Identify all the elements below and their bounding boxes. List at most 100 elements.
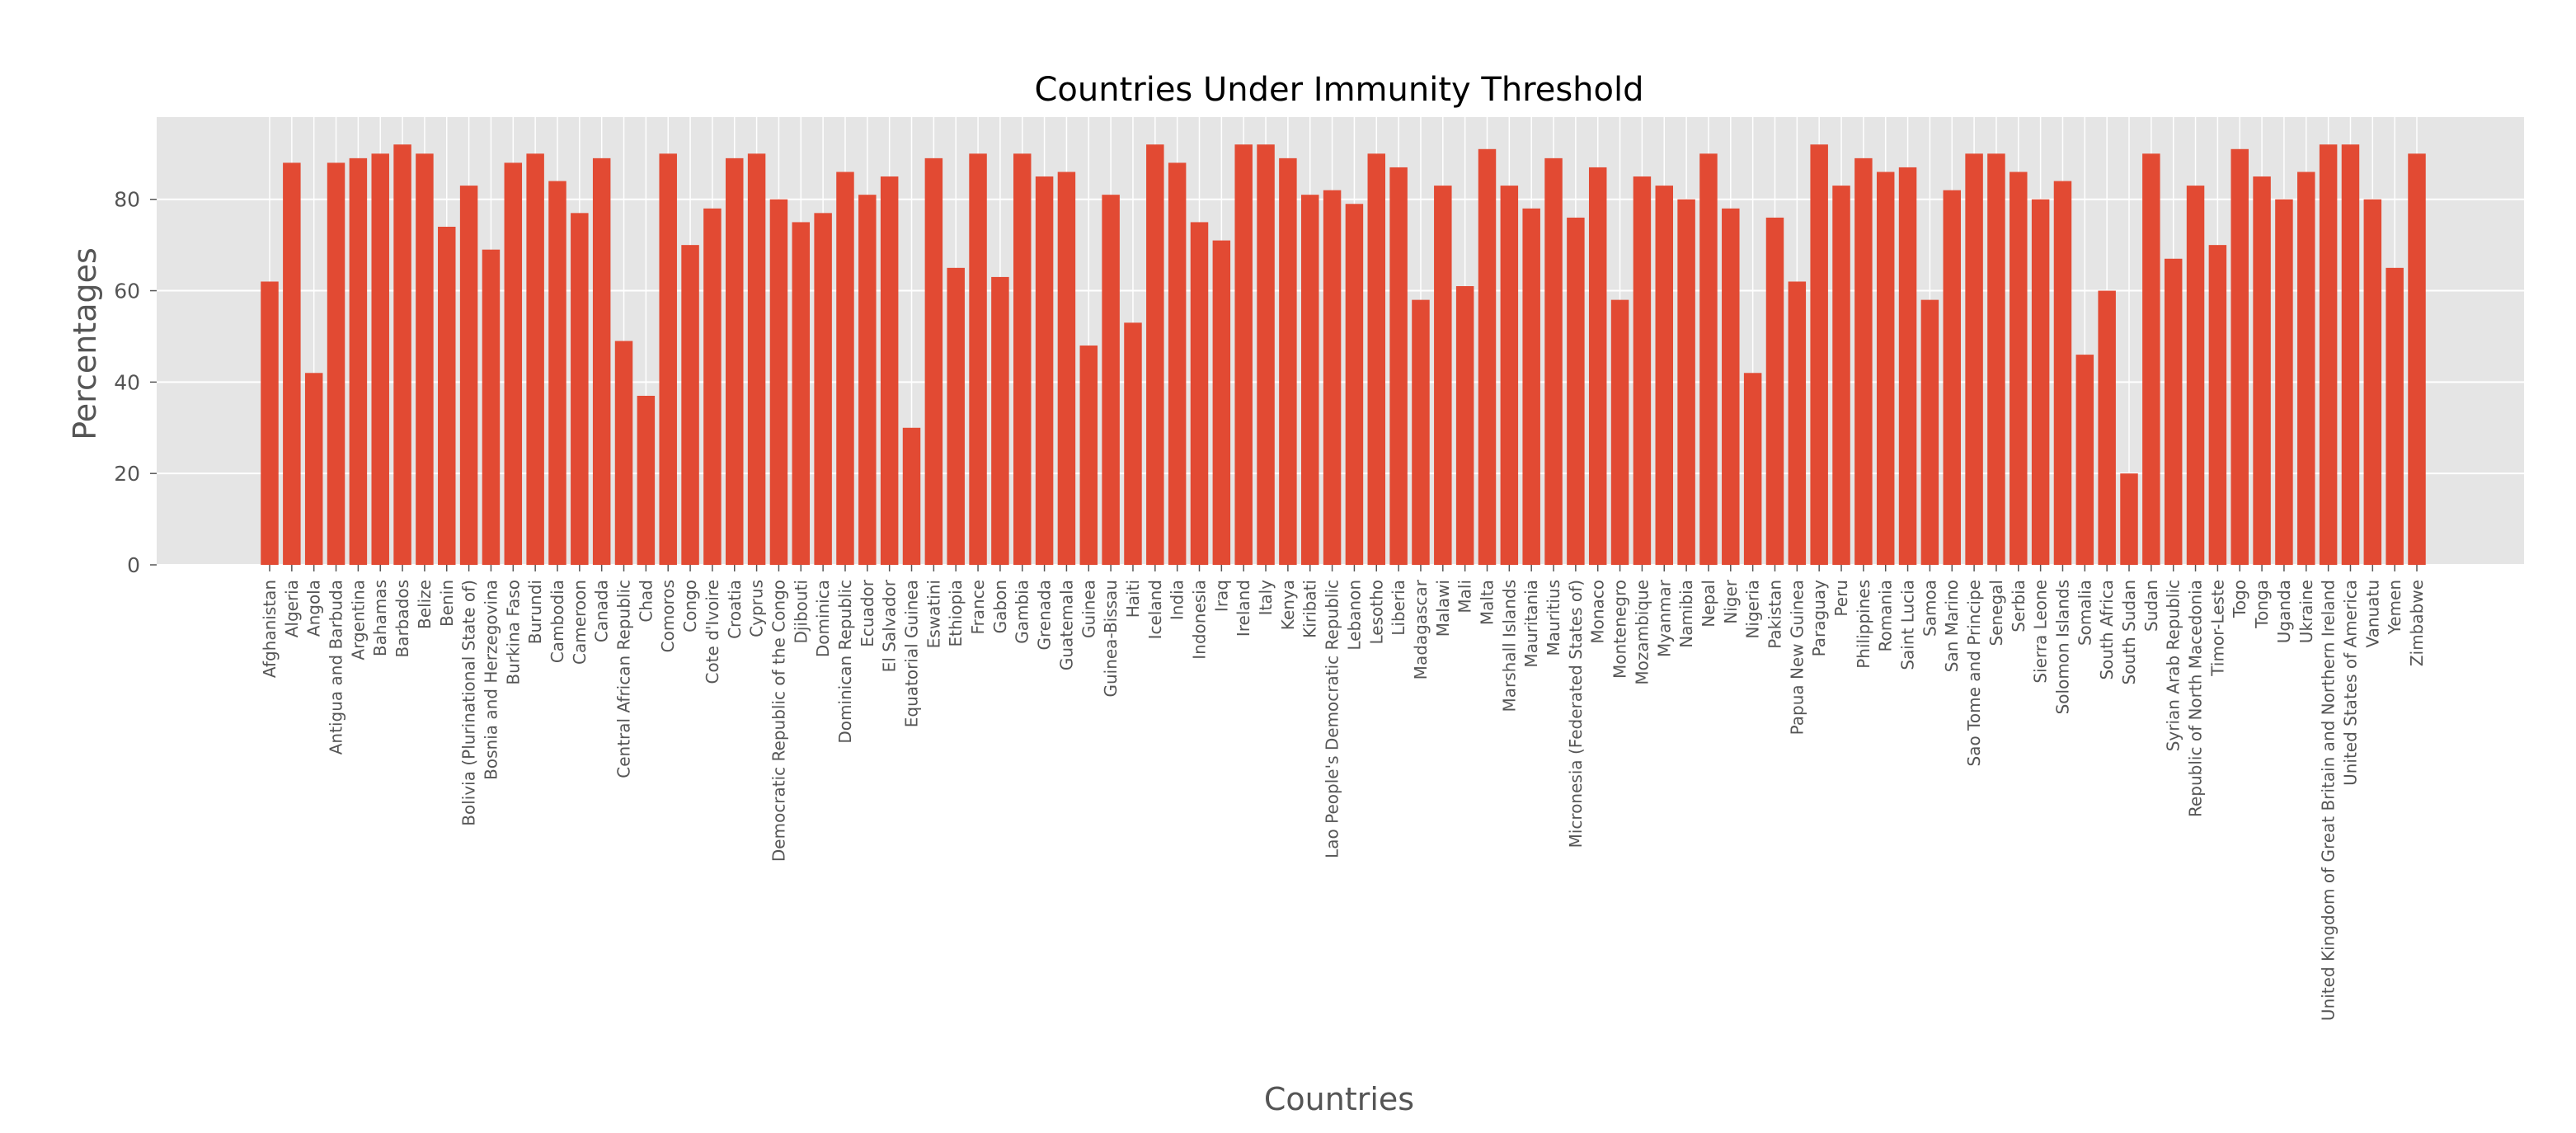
y-tick-label: 40 [114, 370, 140, 394]
bar [1876, 172, 1895, 565]
x-tick-label: Papua New Guinea [1787, 580, 1807, 735]
x-axis-label: Countries [1264, 1081, 1414, 1117]
bar [459, 186, 478, 565]
x-tick-label: San Marino [1942, 580, 1962, 672]
bar [1257, 144, 1275, 565]
x-tick-label: Lebanon [1344, 580, 1364, 651]
x-tick-label: El Salvador [880, 579, 900, 672]
bar [1765, 217, 1784, 565]
x-tick-label: Somalia [2075, 580, 2094, 646]
bar [1588, 167, 1607, 565]
bar [2408, 153, 2426, 565]
chart-title: Countries Under Immunity Threshold [1034, 71, 1643, 109]
x-tick-label: Marshall Islands [1499, 580, 1519, 712]
x-tick-label: Cote d'Ivoire [703, 580, 722, 684]
bar [592, 157, 611, 565]
bar [393, 144, 411, 565]
x-tick-label: Vanuatu [2362, 580, 2382, 648]
bar [2208, 245, 2227, 565]
x-tick-label: Kenya [1278, 580, 1298, 630]
x-tick-label: Sudan [2141, 580, 2161, 632]
x-tick-label: Uganda [2274, 580, 2294, 643]
x-tick-label: Dominica [813, 580, 833, 657]
bar [1567, 217, 1585, 565]
bar [614, 341, 633, 565]
y-tick-label: 20 [114, 462, 140, 486]
bar [1655, 186, 1673, 565]
bars [261, 144, 2426, 566]
x-tick-label: France [968, 580, 988, 635]
bar [1212, 240, 1231, 565]
bar [991, 276, 1009, 565]
x-tick-label: South Africa [2097, 580, 2117, 680]
x-tick-label: Gabon [990, 580, 1010, 633]
bar [1920, 299, 1939, 565]
bar [2120, 473, 2138, 565]
bar [371, 153, 389, 565]
bar [327, 162, 346, 566]
bar [1722, 208, 1740, 565]
bar [504, 162, 523, 566]
bar [769, 199, 788, 566]
y-axis: 0 20 40 60 80 [114, 188, 157, 577]
x-tick-label: Niger [1721, 579, 1741, 624]
bar [1234, 144, 1253, 565]
bar [2031, 199, 2050, 566]
bar [1146, 144, 1164, 565]
x-tick-label: Canada [592, 580, 612, 642]
bar [1832, 186, 1850, 565]
x-tick-label: Grenada [1035, 580, 1055, 650]
bar [681, 245, 699, 565]
bar [1610, 299, 1629, 565]
bar [1035, 176, 1054, 565]
x-tick-label: Mauritius [1544, 580, 1563, 656]
bar [1367, 153, 1386, 565]
bar [858, 195, 877, 565]
x-tick-label: Ukraine [2296, 580, 2316, 643]
x-tick-label: Argentina [348, 580, 368, 661]
x-tick-label: Tonga [2252, 580, 2272, 629]
x-tick-label: Italy [1256, 580, 1276, 616]
bar [703, 208, 722, 565]
x-tick-label: Liberia [1389, 580, 1408, 636]
x-tick-label: Iraq [1211, 580, 1231, 612]
x-tick-label: Dominican Republic [835, 580, 855, 744]
x-tick-label: Malta [1477, 580, 1497, 625]
x-tick-label: Senegal [1986, 580, 2006, 646]
y-tick-label: 60 [114, 280, 140, 303]
bar [1412, 299, 1430, 565]
x-tick-label: Bahamas [370, 580, 390, 656]
bar [947, 267, 965, 565]
x-tick-label: Eswatini [924, 580, 943, 648]
bar [2075, 355, 2094, 565]
x-tick-label: Malawi [1433, 580, 1453, 637]
bar [2386, 267, 2404, 565]
x-tick-label: Namibia [1676, 580, 1696, 648]
x-tick-label: Comoros [658, 580, 678, 652]
x-tick-label: Nepal [1699, 580, 1718, 628]
bar [304, 373, 323, 565]
x-tick-label: Burkina Faso [503, 580, 523, 685]
x-tick-label: Angola [304, 580, 324, 637]
x-tick-label: Equatorial Guinea [902, 580, 922, 727]
x-tick-label: United States of America [2340, 580, 2360, 786]
bar [2010, 172, 2028, 565]
bar [969, 153, 987, 565]
bar [880, 176, 899, 565]
x-tick-label: Zimbabwe [2407, 580, 2427, 666]
bar [548, 181, 566, 566]
x-tick-label: Romania [1876, 580, 1896, 651]
x-tick-label: Gambia [1013, 580, 1032, 644]
x-tick-label: Benin [437, 580, 457, 627]
x-tick-label: Serbia [2009, 580, 2028, 632]
x-tick-label: Micronesia (Federated States of) [1566, 580, 1586, 848]
bar [1544, 157, 1563, 565]
x-tick-label: Algeria [282, 580, 302, 637]
bar [1699, 153, 1718, 565]
x-tick-label: Haiti [1123, 580, 1143, 618]
x-tick-label: Guatemala [1056, 580, 1076, 670]
x-axis: Afghanistan Algeria Angola Antigua and Barb… [260, 565, 2427, 1021]
x-tick-label: Croatia [725, 580, 745, 639]
x-tick-label: United Kingdom of Great Britain and Nort… [2319, 580, 2339, 1021]
x-tick-label: Indonesia [1190, 580, 1210, 660]
